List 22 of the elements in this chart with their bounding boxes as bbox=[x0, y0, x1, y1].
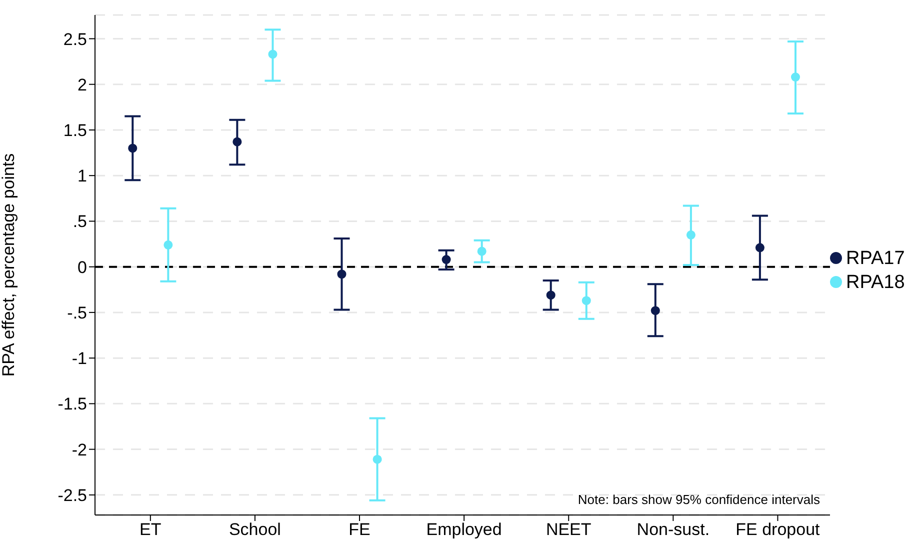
x-tick-label: FE dropout bbox=[736, 520, 820, 540]
y-tick-label: 1 bbox=[78, 166, 87, 186]
y-tick-label: .5 bbox=[72, 212, 87, 232]
annotation: Note: bars show 95% confidence intervals bbox=[578, 492, 820, 507]
legend-label: RPA18 bbox=[846, 272, 905, 292]
x-tick-label: NEET bbox=[546, 520, 592, 540]
y-tick-label: -.5 bbox=[67, 303, 87, 322]
y-tick-label: -1 bbox=[72, 349, 87, 368]
y-tick-label: -2.5 bbox=[58, 486, 87, 505]
y-tick-label: -2 bbox=[72, 440, 87, 460]
y-tick-label: 1.5 bbox=[63, 121, 87, 140]
x-tick-label: Non-sust. bbox=[636, 520, 710, 540]
x-tick-label: FE bbox=[348, 520, 370, 540]
x-tick-label: ET bbox=[140, 520, 162, 540]
y-axis-title: RPA effect, percentage points bbox=[0, 153, 18, 377]
y-tick-label: 2.5 bbox=[63, 30, 87, 49]
x-tick-label: School bbox=[228, 520, 281, 540]
y-tick-label: -1.5 bbox=[58, 394, 87, 414]
y-tick-label: 0 bbox=[78, 258, 87, 277]
y-tick-label: 2 bbox=[78, 75, 87, 94]
x-tick-label: Employed bbox=[426, 520, 502, 540]
legend-label: RPA17 bbox=[846, 248, 905, 268]
